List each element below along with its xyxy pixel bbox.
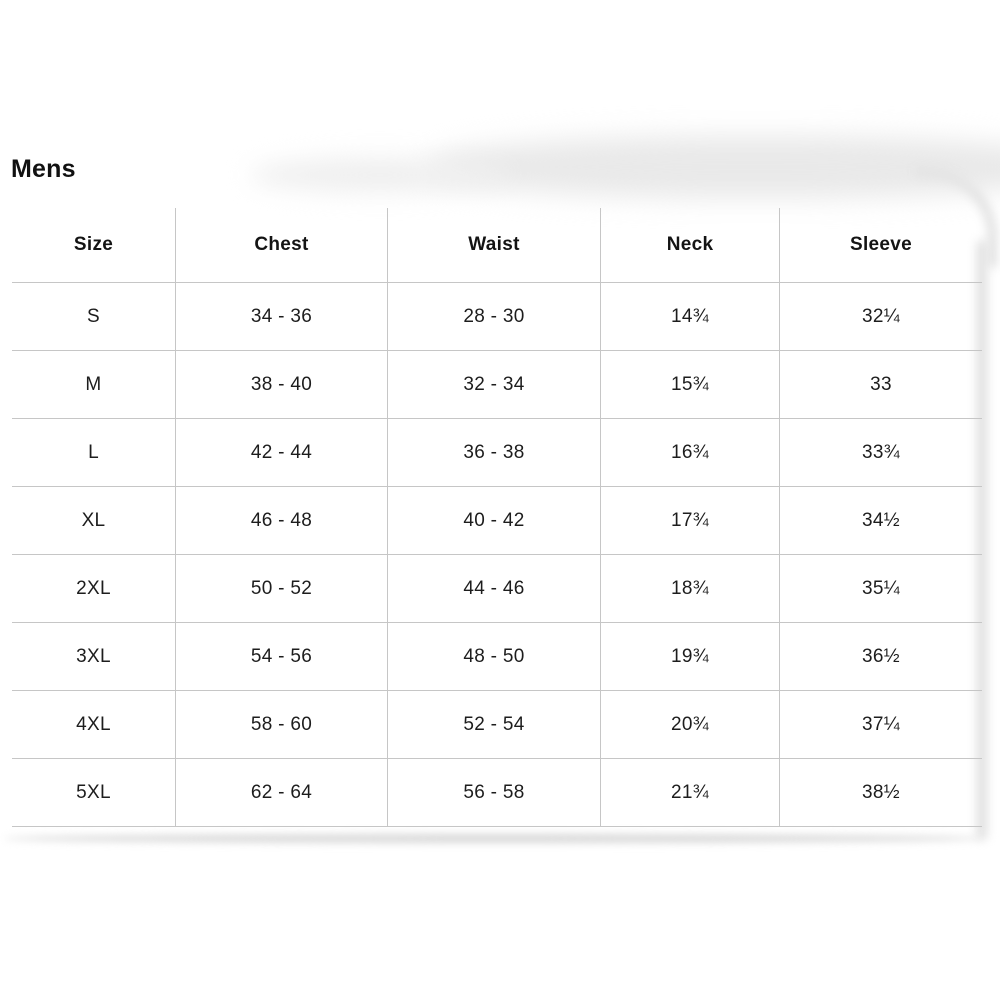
cell-size: 3XL [12, 623, 176, 691]
column-header-sleeve: Sleeve [780, 208, 982, 283]
cell-chest: 58 - 60 [176, 691, 388, 759]
cell-chest: 34 - 36 [176, 283, 388, 351]
column-header-neck: Neck [601, 208, 780, 283]
column-header-waist: Waist [388, 208, 601, 283]
cell-sleeve: 33¾ [780, 419, 982, 487]
cell-chest: 38 - 40 [176, 351, 388, 419]
cell-neck: 19¾ [601, 623, 780, 691]
cell-waist: 40 - 42 [388, 487, 601, 555]
cell-neck: 20¾ [601, 691, 780, 759]
cell-sleeve: 37¼ [780, 691, 982, 759]
cell-waist: 28 - 30 [388, 283, 601, 351]
page-title: Mens [11, 155, 76, 183]
cell-neck: 15¾ [601, 351, 780, 419]
cell-size: M [12, 351, 176, 419]
cell-waist: 52 - 54 [388, 691, 601, 759]
cell-sleeve: 38½ [780, 759, 982, 827]
cell-neck: 16¾ [601, 419, 780, 487]
column-header-chest: Chest [176, 208, 388, 283]
cell-chest: 46 - 48 [176, 487, 388, 555]
cell-neck: 21¾ [601, 759, 780, 827]
cell-neck: 14¾ [601, 283, 780, 351]
cell-sleeve: 34½ [780, 487, 982, 555]
cell-size: 4XL [12, 691, 176, 759]
cell-waist: 36 - 38 [388, 419, 601, 487]
cell-chest: 54 - 56 [176, 623, 388, 691]
page-edge-right-shadow [977, 240, 987, 840]
cell-waist: 48 - 50 [388, 623, 601, 691]
cell-waist: 32 - 34 [388, 351, 601, 419]
page-shadow-top [430, 136, 1000, 198]
page-edge-bottom-shadow [4, 834, 984, 843]
cell-size: XL [12, 487, 176, 555]
page-shadow-top-left [250, 158, 510, 192]
cell-size: 5XL [12, 759, 176, 827]
cell-sleeve: 36½ [780, 623, 982, 691]
cell-sleeve: 33 [780, 351, 982, 419]
cell-waist: 56 - 58 [388, 759, 601, 827]
cell-neck: 18¾ [601, 555, 780, 623]
column-header-size: Size [12, 208, 176, 283]
cell-size: 2XL [12, 555, 176, 623]
cell-chest: 62 - 64 [176, 759, 388, 827]
cell-neck: 17¾ [601, 487, 780, 555]
cell-chest: 50 - 52 [176, 555, 388, 623]
cell-waist: 44 - 46 [388, 555, 601, 623]
mens-size-chart-table: Size Chest Waist Neck Sleeve S 34 - 36 2… [12, 208, 982, 827]
cell-size: S [12, 283, 176, 351]
cell-sleeve: 35¼ [780, 555, 982, 623]
cell-size: L [12, 419, 176, 487]
cell-sleeve: 32¼ [780, 283, 982, 351]
cell-chest: 42 - 44 [176, 419, 388, 487]
